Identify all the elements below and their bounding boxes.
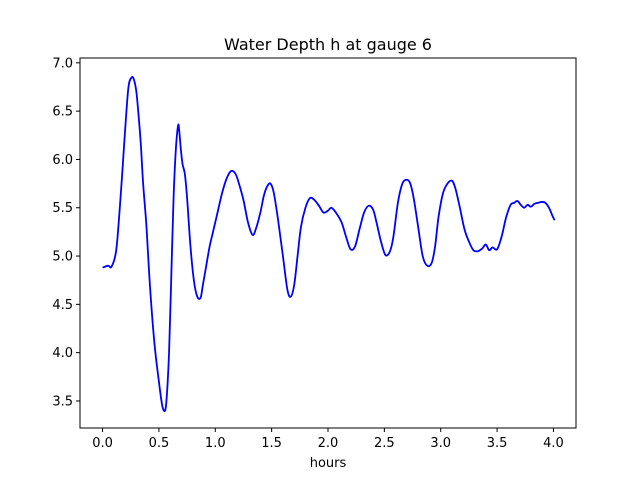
series-line bbox=[102, 76, 556, 413]
y-tick-label: 3.5 bbox=[52, 394, 73, 409]
x-tick-label: 2.5 bbox=[374, 436, 395, 451]
y-tick-label: 7.0 bbox=[52, 56, 73, 71]
x-tick-label: 2.0 bbox=[318, 436, 339, 451]
x-axis-ticks: 0.0 0.5 1.0 1.5 2.0 2.5 3.0 3.5 4.0 bbox=[92, 428, 564, 451]
x-tick-label: 0.0 bbox=[92, 436, 113, 451]
y-tick-label: 6.5 bbox=[52, 105, 73, 120]
x-tick-label: 1.5 bbox=[261, 436, 282, 451]
y-tick-label: 4.5 bbox=[52, 298, 73, 313]
plot-background bbox=[80, 58, 576, 428]
series-layer bbox=[102, 76, 556, 413]
x-tick-label: 4.0 bbox=[543, 436, 564, 451]
x-tick-label: 3.0 bbox=[430, 436, 451, 451]
x-tick-label: 1.0 bbox=[205, 436, 226, 451]
y-tick-label: 6.0 bbox=[52, 153, 73, 168]
axes-frame bbox=[79, 57, 577, 429]
chart-title: Water Depth h at gauge 6 bbox=[224, 35, 432, 54]
y-tick-label: 4.0 bbox=[52, 346, 73, 361]
x-tick-label: 3.5 bbox=[487, 436, 508, 451]
x-axis-label: hours bbox=[310, 456, 347, 471]
x-tick-label: 0.5 bbox=[149, 436, 170, 451]
y-tick-label: 5.5 bbox=[52, 201, 73, 216]
y-axis-ticks: 3.5 4.0 4.5 5.0 5.5 6.0 6.5 7.0 bbox=[52, 56, 80, 409]
y-tick-label: 5.0 bbox=[52, 250, 73, 265]
